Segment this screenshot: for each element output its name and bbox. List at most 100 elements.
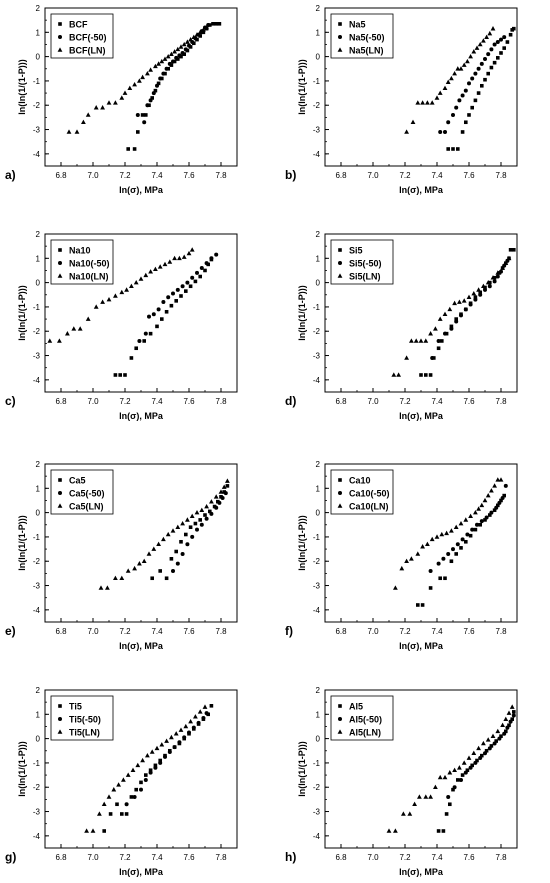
data-point: [457, 299, 462, 304]
data-point: [466, 755, 472, 760]
x-tick-label: 7.2: [119, 397, 131, 406]
data-point: [185, 39, 190, 44]
data-point: [503, 260, 509, 265]
chart-panel: 6.8 7.0 7.2 7.4 7.6 7.8 -4 -3 -2 -1 0 1 2 ln(σ), MPa l…: [285, 686, 518, 877]
data-point: [164, 309, 169, 314]
data-point: [144, 773, 148, 777]
data-point: [401, 811, 406, 816]
data-point: [174, 299, 178, 303]
data-point: [488, 513, 492, 517]
data-point: [137, 561, 142, 566]
data-point: [187, 43, 191, 48]
data-point: [145, 103, 150, 108]
y-axis-label: ln(ln(1/(1-P))): [297, 59, 307, 115]
data-point: [194, 510, 200, 515]
y-tick-label: -1: [33, 533, 41, 542]
data-point: [428, 568, 433, 573]
data-point: [475, 758, 479, 763]
data-point: [417, 794, 422, 799]
data-point: [499, 734, 503, 738]
data-point: [468, 513, 473, 519]
chart-panel: 6.8 7.0 7.2 7.4 7.6 7.8 -4 -3 -2 -1 0 1 2 ln(σ), MPa l…: [5, 230, 238, 421]
data-point: [437, 90, 443, 95]
data-point: [192, 41, 196, 46]
x-tick-label: 7.6: [463, 627, 475, 636]
series-triangle: [391, 255, 512, 377]
data-point: [476, 91, 481, 95]
data-point: [47, 338, 53, 343]
data-point: [153, 765, 158, 770]
data-point: [183, 723, 189, 729]
data-point: [201, 30, 206, 35]
data-point: [167, 259, 173, 264]
data-point: [492, 275, 497, 280]
data-point: [437, 774, 443, 780]
data-point: [495, 728, 501, 734]
data-point: [476, 66, 481, 71]
data-point: [396, 372, 401, 377]
data-point: [393, 828, 398, 833]
y-tick-label: -2: [313, 557, 321, 566]
legend-marker: [337, 729, 343, 734]
data-point: [489, 65, 494, 70]
data-point: [198, 34, 202, 38]
data-point: [468, 765, 473, 770]
data-point: [161, 71, 166, 76]
data-point: [455, 66, 461, 71]
data-point: [492, 741, 497, 746]
data-point: [123, 373, 127, 377]
data-point: [126, 147, 130, 151]
x-tick-label: 7.0: [367, 171, 379, 180]
data-point: [119, 95, 125, 100]
data-point: [425, 100, 430, 105]
data-point: [415, 551, 421, 556]
data-point: [502, 731, 507, 736]
data-point: [177, 255, 182, 261]
data-point: [478, 292, 483, 297]
data-point: [430, 355, 435, 360]
data-point: [148, 67, 153, 72]
data-point: [512, 248, 516, 252]
data-point: [153, 266, 158, 272]
data-point: [204, 516, 209, 521]
data-point: [442, 774, 448, 780]
data-point: [386, 828, 392, 833]
data-point: [169, 557, 174, 561]
data-point: [160, 317, 164, 321]
series-circle: [438, 35, 507, 134]
data-point: [492, 483, 497, 488]
data-point: [500, 496, 505, 501]
data-point: [171, 291, 175, 296]
data-point: [164, 576, 169, 581]
legend-marker: [58, 478, 62, 482]
data-point: [209, 704, 214, 708]
data-point: [193, 279, 198, 284]
data-point: [452, 767, 457, 773]
series-square: [436, 710, 516, 833]
y-tick-label: 2: [316, 4, 321, 13]
legend-marker: [57, 273, 63, 278]
data-point: [476, 506, 481, 511]
data-point: [502, 493, 506, 498]
x-tick-label: 7.2: [399, 853, 411, 862]
y-tick-label: -1: [33, 759, 41, 768]
data-point: [148, 768, 153, 773]
data-point: [449, 326, 454, 331]
data-point: [418, 338, 424, 343]
data-point: [203, 268, 207, 273]
data-point: [167, 61, 172, 66]
data-point: [487, 30, 493, 36]
data-point: [181, 41, 187, 47]
data-point: [169, 51, 174, 56]
data-point: [181, 254, 187, 259]
data-point: [113, 100, 118, 105]
y-tick-label: 2: [36, 686, 41, 695]
y-tick-label: -4: [33, 606, 41, 615]
data-point: [175, 46, 181, 52]
x-tick-label: 7.8: [215, 397, 227, 406]
data-point: [165, 531, 171, 537]
x-axis-label: ln(σ), MPa: [399, 867, 444, 877]
x-tick-label: 7.8: [215, 853, 227, 862]
data-point: [502, 35, 507, 40]
x-tick-label: 7.4: [431, 853, 443, 862]
